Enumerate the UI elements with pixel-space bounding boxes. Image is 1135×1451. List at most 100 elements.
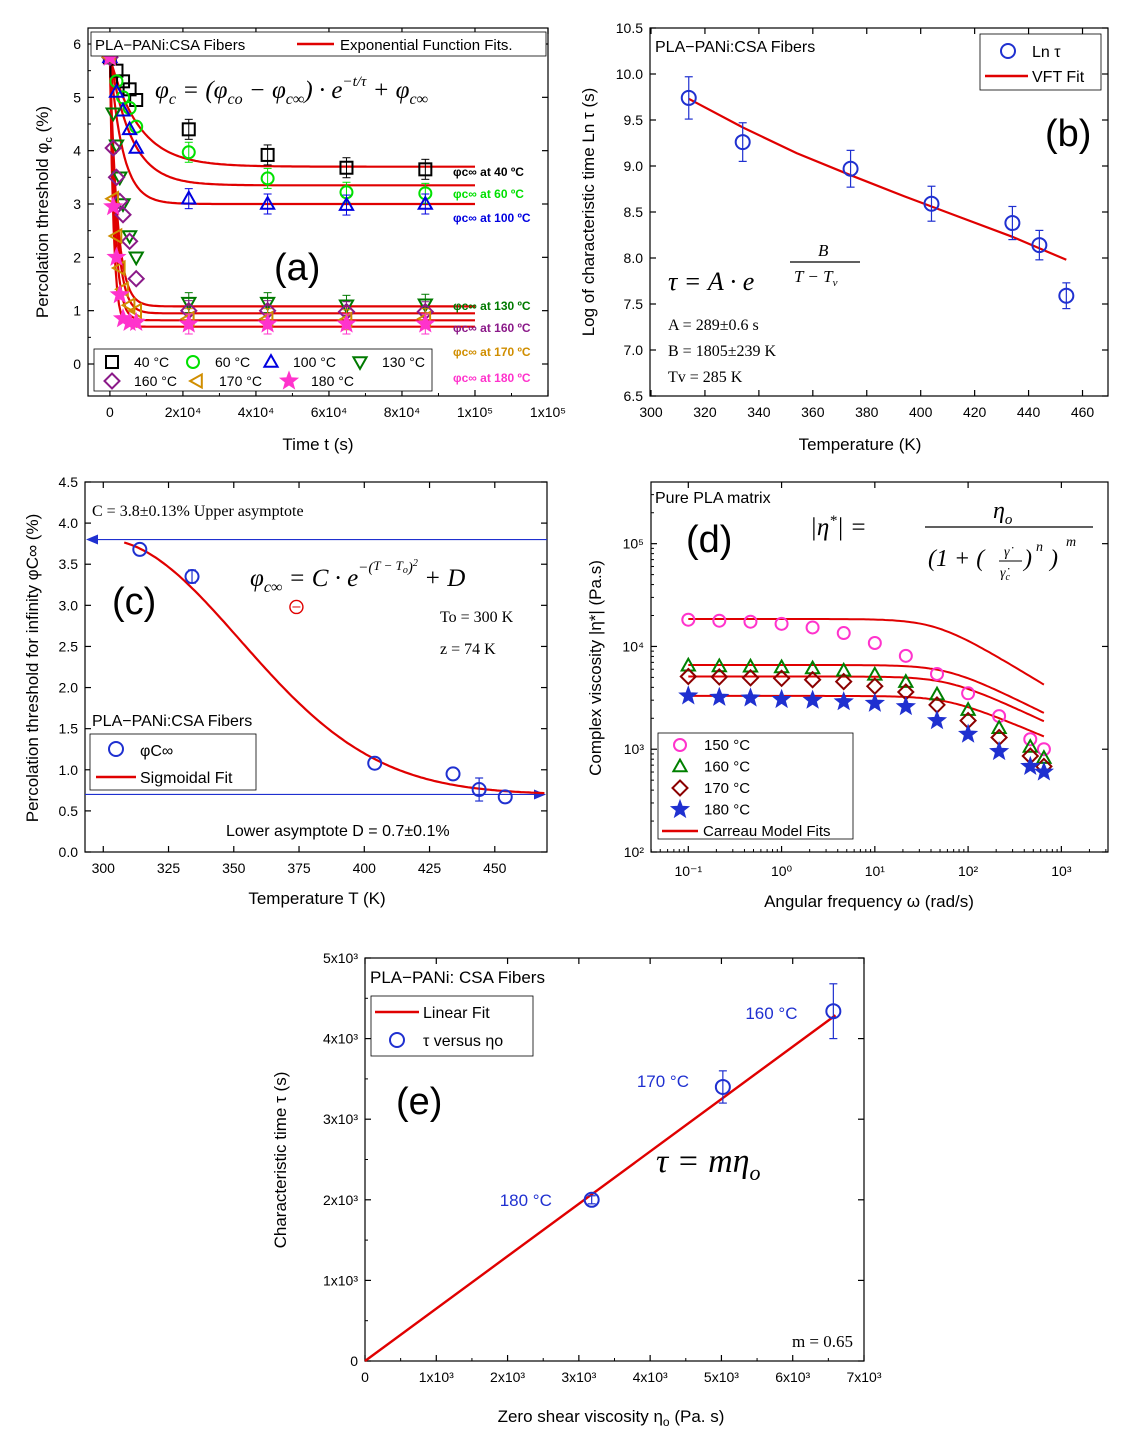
panel-c-frame bbox=[84, 481, 548, 853]
panel-b-equation: τ = A · e B T − Tv bbox=[668, 241, 860, 296]
panel-d-point-3 bbox=[864, 692, 885, 712]
panel-a-title: PLA−PANi:CSA Fibers bbox=[95, 37, 245, 54]
panel-e-point-label: 170 °C bbox=[637, 1072, 689, 1091]
panel-c-xtick-label: 300 bbox=[92, 860, 116, 876]
svg-text:n: n bbox=[1036, 540, 1043, 555]
panel-e-ytick-label: 0 bbox=[350, 1353, 358, 1369]
panel-d-fit-curve-2 bbox=[688, 675, 1045, 723]
svg-text:φc∞ = C · e−(T − To)2 + D: φc∞ = C · e−(T − To)2 + D bbox=[250, 558, 465, 596]
panel-b-point bbox=[923, 195, 940, 212]
panel-a-legend-label-2: 100 °C bbox=[293, 354, 336, 370]
panel-c-legend-fit: Sigmoidal Fit bbox=[140, 770, 233, 787]
panel-b-ytick-label: 8.0 bbox=[624, 250, 644, 266]
panel-a-point-0 bbox=[260, 147, 275, 162]
panel-a-series-legend: 40 °C 60 °C 100 °C 130 °C 160 °C 170 °C 180 °C bbox=[93, 348, 433, 392]
svg-text:τ = A · e: τ = A · e bbox=[668, 267, 754, 296]
panel-a-legend-label-1: 60 °C bbox=[215, 354, 250, 370]
panel-d-ytick-label: 10² bbox=[624, 844, 645, 860]
svg-text:γ̇: γ̇ bbox=[1004, 545, 1014, 560]
panel-e-xtick-label: 4x10³ bbox=[633, 1369, 668, 1385]
panel-a-point-6 bbox=[178, 313, 199, 333]
panel-a-ytick-label: 4 bbox=[73, 143, 81, 159]
svg-text:): ) bbox=[1022, 546, 1032, 572]
panel-d-point-2 bbox=[741, 668, 760, 687]
panel-a: 0 2x10⁴ 4x10⁴ 6x10⁴ 8x10⁴ 1x10⁵ 1x10⁵ 0123456 … bbox=[33, 27, 566, 454]
panel-c-upper-text: C = 3.8±0.13% Upper asymptote bbox=[92, 503, 304, 520]
panel-a-point-5 bbox=[110, 259, 126, 277]
panel-a-point-6 bbox=[126, 311, 147, 331]
panel-d-point-1 bbox=[959, 701, 977, 716]
panel-d-point-0 bbox=[774, 616, 789, 631]
panel-e-point-label: 180 °C bbox=[500, 1191, 552, 1210]
panel-a-ylabel: Percolation threshold φc (%) bbox=[33, 106, 55, 318]
panel-a-point-5 bbox=[107, 227, 123, 245]
panel-d-legend-marker-3 bbox=[669, 798, 691, 819]
panel-d-equation: |η*| = ηo (1 + ( γ̇ γ̇c ) n ) m bbox=[810, 498, 1093, 583]
panel-d-point-0 bbox=[1036, 742, 1051, 757]
panel-d-fit-curve-0 bbox=[688, 618, 1045, 686]
panel-b-ytick-label: 10.5 bbox=[616, 20, 643, 36]
panel-d-point-0 bbox=[1023, 732, 1038, 747]
panel-a-point-2 bbox=[127, 139, 145, 154]
panel-d-point-3 bbox=[958, 723, 979, 743]
panel-c-param-z: z = 74 K bbox=[440, 641, 496, 658]
panel-d-legend-marker-2 bbox=[671, 779, 689, 797]
panel-b-letter: (b) bbox=[1045, 113, 1091, 155]
panel-d-ytick-label: 10⁴ bbox=[622, 638, 644, 654]
panel-b: 300 320 340 360 380 400 420 440 460 6.5 7.0 7.5 8.0… bbox=[579, 20, 1109, 454]
panel-d-legend: 150 °C 160 °C 170 °C 180 °C Carreau Model Fi… bbox=[657, 732, 854, 840]
panel-e-slope: m = 0.65 bbox=[792, 1332, 853, 1351]
panel-d-point-3 bbox=[709, 686, 730, 706]
panel-d-point-3 bbox=[678, 685, 699, 705]
panel-b-ylabel: Log of characteristic time Ln τ (s) bbox=[579, 88, 598, 337]
panel-e-ytick-label: 1x10³ bbox=[323, 1272, 358, 1288]
panel-a-fit-curve-2 bbox=[108, 57, 475, 206]
panel-b-ytick-label: 6.5 bbox=[624, 388, 644, 404]
panel-e-legend-points: τ versus ηo bbox=[423, 1033, 503, 1050]
panel-a-ytick-label: 6 bbox=[73, 36, 81, 52]
panel-d-point-0 bbox=[867, 636, 882, 651]
panel-a-point-2 bbox=[180, 189, 198, 205]
panel-a-fit-curve-4 bbox=[108, 57, 475, 315]
panel-d-point-3 bbox=[1033, 761, 1055, 781]
panel-a-fit-curve-1 bbox=[108, 57, 475, 187]
panel-c-point bbox=[367, 755, 383, 771]
panel-d-point-2 bbox=[834, 672, 853, 691]
panel-d-legend-label-2: 170 °C bbox=[704, 780, 750, 797]
panel-e-fit-line bbox=[364, 1014, 837, 1362]
panel-b-point bbox=[1004, 215, 1021, 232]
panel-d: 10⁻¹ 10⁰ 10¹ 10² 10³ 10² 10³ 10⁴ 10⁵ Pure PLA m… bbox=[586, 481, 1109, 911]
panel-a-xtick-label: 0 bbox=[106, 404, 114, 420]
panel-a-asymptote-label-0: φc∞ at 40 ºC bbox=[453, 165, 524, 179]
panel-a-xtick-label: 6x10⁴ bbox=[311, 404, 347, 420]
panel-c-ytick-label: 0.0 bbox=[59, 844, 79, 860]
panel-b-xtick-label: 360 bbox=[801, 404, 825, 420]
panel-e-point-label: 160 °C bbox=[745, 1004, 797, 1023]
panel-d-point-1 bbox=[1021, 738, 1039, 753]
panel-c-ytick-label: 4.0 bbox=[59, 515, 79, 531]
panel-a-ytick-label: 3 bbox=[73, 196, 81, 212]
panel-a-point-1 bbox=[260, 171, 275, 186]
panel-c-xlabel: Temperature T (K) bbox=[248, 889, 385, 908]
panel-b-xtick-label: 300 bbox=[639, 404, 663, 420]
panel-b-xtick-label: 460 bbox=[1071, 404, 1095, 420]
panel-c-upper-arrow bbox=[86, 534, 98, 545]
panel-a-xtick-label: 4x10⁴ bbox=[238, 404, 274, 420]
panel-a-top-legend-box bbox=[90, 31, 547, 57]
panel-b-point bbox=[734, 134, 751, 151]
panel-d-point-3 bbox=[1020, 755, 1041, 776]
panel-d-legend-label-3: 180 °C bbox=[704, 802, 750, 819]
panel-b-point bbox=[842, 160, 859, 177]
panel-d-point-2 bbox=[710, 667, 729, 686]
panel-a-legend-marker-6 bbox=[278, 370, 300, 390]
panel-c-point bbox=[497, 789, 513, 805]
panel-b-legend-marker bbox=[1000, 43, 1016, 59]
panel-c-ytick-label: 3.0 bbox=[59, 597, 79, 613]
panel-a-legend-marker-4 bbox=[103, 372, 121, 390]
panel-a-xtick-label: 8x10⁴ bbox=[384, 404, 420, 420]
svg-text:γ̇c: γ̇c bbox=[1000, 566, 1011, 583]
panel-e-ylabel: Characteristic time τ (s) bbox=[271, 1072, 290, 1249]
panel-b-xlabel: Temperature (K) bbox=[799, 435, 922, 454]
panel-c-xtick-label: 375 bbox=[287, 860, 311, 876]
panel-a-asymptote-label-2: φc∞ at 100 ºC bbox=[453, 211, 531, 225]
